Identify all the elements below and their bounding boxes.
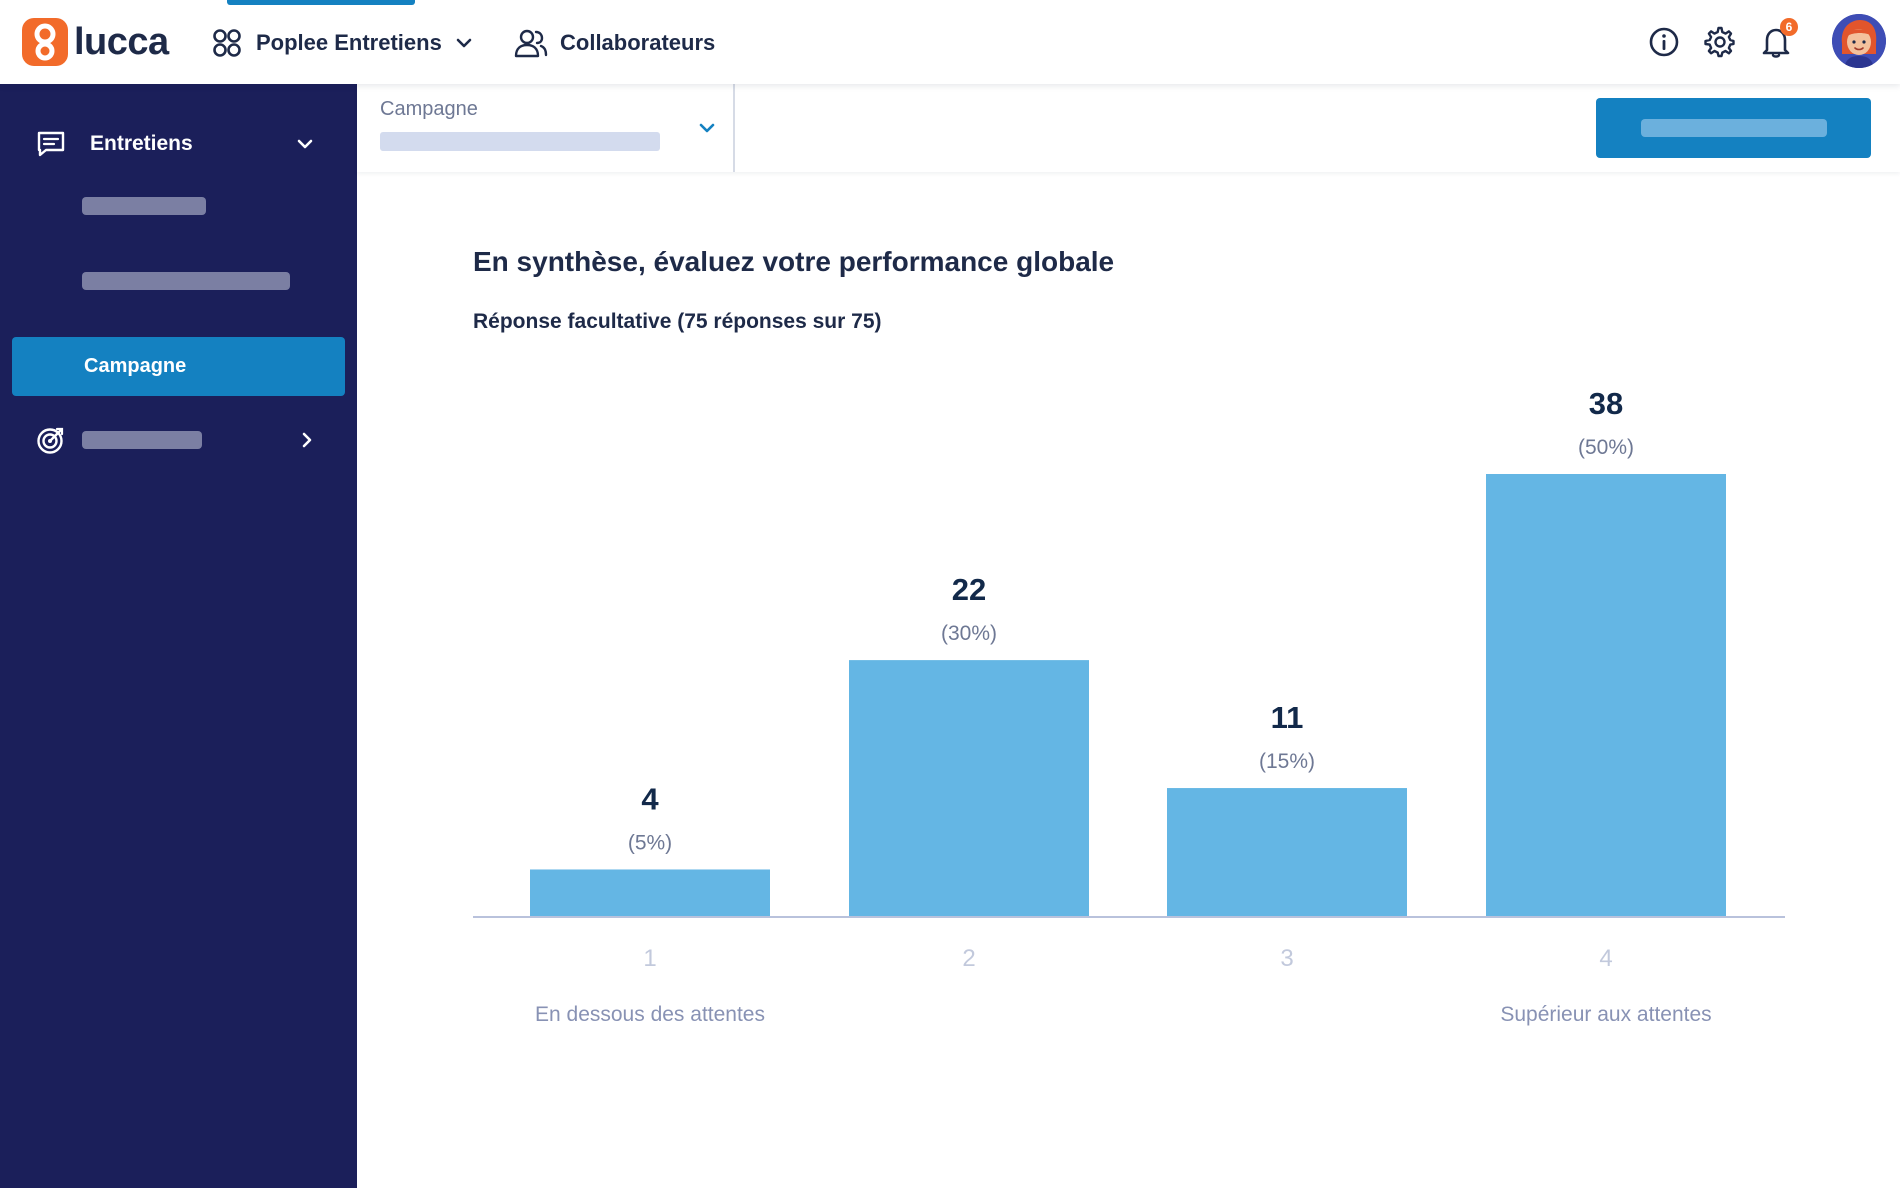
notifications-button[interactable]: 6 xyxy=(1758,18,1798,60)
sidebar-subitem-placeholder[interactable] xyxy=(82,197,206,215)
sidebar: Entretiens Campagne xyxy=(0,84,357,1188)
bar-value-label: 38 xyxy=(1589,386,1623,421)
scale-anchor-label: En dessous des attentes xyxy=(535,1003,765,1026)
campaign-select-label: Campagne xyxy=(380,98,478,120)
bar-percent-label: (5%) xyxy=(628,831,672,854)
x-tick-label: 4 xyxy=(1599,945,1612,972)
chart-bar xyxy=(849,660,1089,916)
chevron-down-icon xyxy=(456,38,472,48)
collaborateurs-label: Collaborateurs xyxy=(560,30,716,55)
sidebar-item-objectives[interactable] xyxy=(12,418,345,462)
target-icon xyxy=(36,425,66,455)
bar-value-label: 11 xyxy=(1271,700,1304,735)
active-app-indicator xyxy=(227,0,415,5)
users-icon xyxy=(514,29,548,58)
campaign-select[interactable]: Campagne xyxy=(357,84,735,172)
logo-text: lucca xyxy=(74,21,169,63)
response-bar-chart: 4 (5%) 1 En dessous des attentes 22 (30%) 2 11 (… xyxy=(473,386,1785,1026)
x-tick-label: 1 xyxy=(643,945,656,972)
info-button[interactable] xyxy=(1646,24,1682,60)
sidebar-item-campagne[interactable]: Campagne xyxy=(12,337,345,396)
chevron-down-icon xyxy=(699,123,715,133)
sidebar-subitem-placeholder[interactable] xyxy=(82,272,290,290)
message-icon xyxy=(36,129,66,159)
grid-icon xyxy=(213,29,241,57)
chevron-down-icon xyxy=(297,139,313,149)
bar-value-label: 4 xyxy=(641,781,659,816)
sidebar-item-entretiens[interactable]: Entretiens xyxy=(12,122,345,166)
filter-bar: Campagne xyxy=(357,84,1900,172)
collaborateurs-link[interactable]: Collaborateurs xyxy=(514,24,715,62)
x-tick-label: 3 xyxy=(1280,945,1293,972)
primary-action-button[interactable] xyxy=(1596,98,1871,158)
bar-percent-label: (15%) xyxy=(1259,750,1315,773)
chart-bar xyxy=(1486,474,1726,916)
primary-action-label-placeholder xyxy=(1641,119,1827,137)
chart-bar xyxy=(1167,788,1407,916)
campaign-select-value-placeholder xyxy=(380,132,660,151)
bar-percent-label: (50%) xyxy=(1578,436,1634,459)
chevron-right-icon xyxy=(302,432,312,448)
scale-anchor-label: Supérieur aux attentes xyxy=(1500,1003,1711,1026)
chart-bar xyxy=(530,869,770,916)
settings-button[interactable] xyxy=(1702,24,1738,60)
bar-percent-label: (30%) xyxy=(941,622,997,645)
sidebar-item-label: Entretiens xyxy=(90,132,193,155)
question-title: En synthèse, évaluez votre performance g… xyxy=(473,246,1115,277)
notification-count-badge: 6 xyxy=(1780,18,1798,36)
sidebar-item-label: Campagne xyxy=(84,355,187,377)
user-avatar-icon xyxy=(1832,14,1886,68)
bar-value-label: 22 xyxy=(952,572,986,607)
top-bar: lucca Poplee Entretiens Collaborateurs xyxy=(0,0,1900,84)
x-tick-label: 2 xyxy=(962,945,975,972)
sidebar-item-label-placeholder xyxy=(82,431,202,449)
response-summary: Réponse facultative (75 réponses sur 75) xyxy=(473,310,882,333)
lucca-logo-icon xyxy=(22,18,68,66)
gear-icon xyxy=(1704,26,1735,58)
bell-icon xyxy=(1762,28,1790,58)
info-icon xyxy=(1649,27,1679,57)
app-switcher[interactable]: Poplee Entretiens xyxy=(212,24,472,62)
lucca-logo[interactable]: lucca xyxy=(22,18,169,66)
avatar[interactable] xyxy=(1832,14,1886,68)
app-switcher-label: Poplee Entretiens xyxy=(256,30,442,55)
